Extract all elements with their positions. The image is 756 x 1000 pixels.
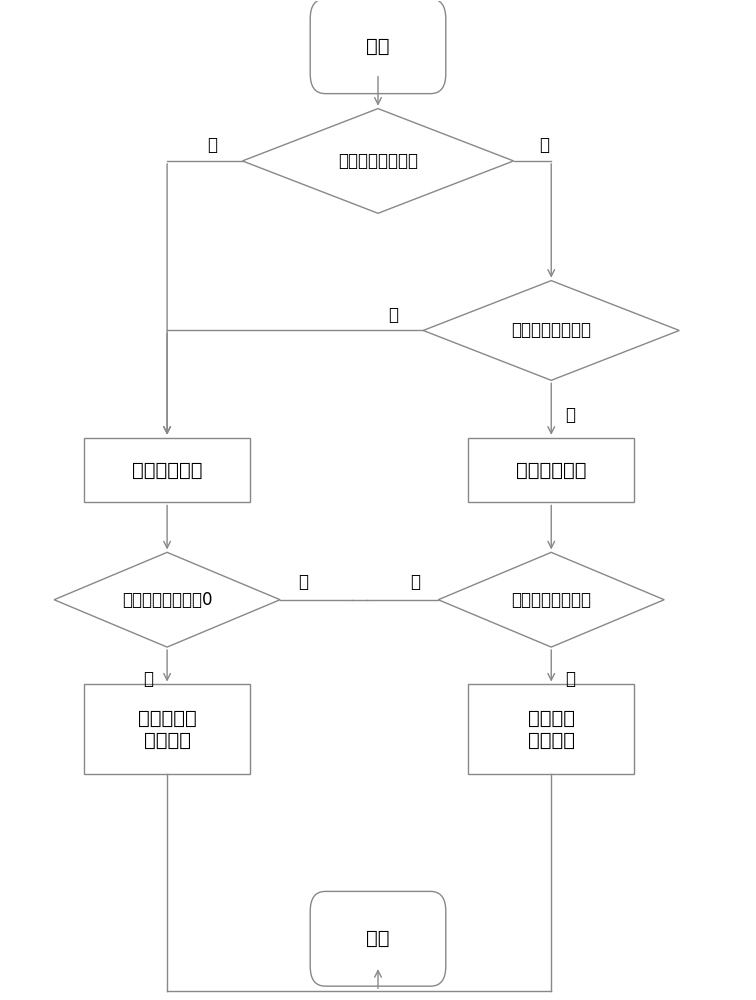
Polygon shape [54,552,280,647]
Text: 是: 是 [565,670,575,688]
Text: 开始: 开始 [366,37,390,56]
Text: 结束: 结束 [366,929,390,948]
Text: 模块运行是否正常: 模块运行是否正常 [338,152,418,170]
Text: 否: 否 [388,306,398,324]
Text: 计数变量小于等于0: 计数变量小于等于0 [122,591,212,609]
FancyBboxPatch shape [310,891,446,986]
Bar [469,438,634,502]
Text: 是: 是 [207,136,217,154]
Polygon shape [423,281,680,380]
Text: 是否存在短路条件: 是否存在短路条件 [511,321,591,339]
Text: 否: 否 [411,573,420,591]
Bar [84,684,250,774]
Polygon shape [438,552,665,647]
Bar [84,438,250,502]
Text: 模块不存在
短路故障: 模块不存在 短路故障 [138,709,197,750]
Bar [469,684,634,774]
Text: 否: 否 [298,573,308,591]
Text: 是: 是 [144,670,153,688]
Text: 计数值到达设定量: 计数值到达设定量 [511,591,591,609]
FancyBboxPatch shape [310,0,446,94]
Text: 延时递增计数: 延时递增计数 [516,461,587,480]
Text: 否: 否 [539,136,549,154]
Text: 是: 是 [565,406,575,424]
Text: 模块存在
短路故障: 模块存在 短路故障 [528,709,575,750]
Text: 延时递减计数: 延时递减计数 [132,461,203,480]
Polygon shape [243,109,513,213]
